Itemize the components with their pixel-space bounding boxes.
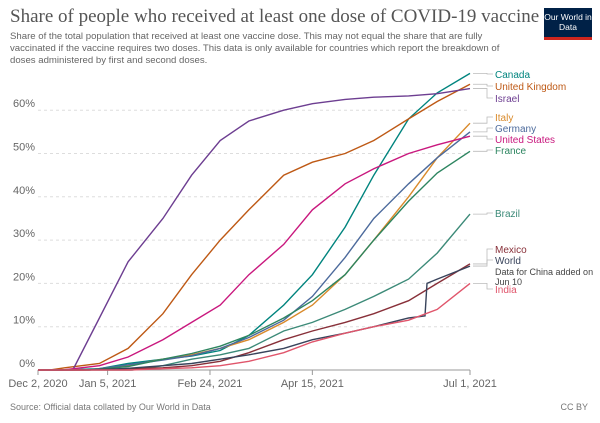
series-label-italy: Italy bbox=[495, 113, 513, 124]
label-connector bbox=[473, 248, 493, 265]
series-line-world bbox=[38, 265, 471, 371]
series-label-united-states: United States bbox=[495, 135, 555, 146]
y-tick-label: 20% bbox=[13, 271, 35, 283]
series-label-france: France bbox=[495, 146, 527, 157]
y-tick-label: 0% bbox=[19, 358, 35, 370]
series-line-india bbox=[38, 282, 471, 371]
series-label-israel: Israel bbox=[495, 94, 519, 105]
series-line-france bbox=[38, 150, 471, 371]
label-connector bbox=[473, 83, 493, 87]
license-label[interactable]: CC BY bbox=[560, 402, 588, 412]
x-tick-label: Dec 2, 2020 bbox=[8, 378, 67, 390]
series-line-germany bbox=[38, 131, 471, 371]
series-label-united-kingdom: United Kingdom bbox=[495, 82, 566, 93]
label-connector bbox=[473, 88, 493, 99]
series-label-mexico: Mexico bbox=[495, 245, 527, 256]
annotation-line1: Data for China added on bbox=[495, 267, 593, 277]
series-line-united-states bbox=[38, 135, 471, 371]
label-connector bbox=[473, 212, 493, 215]
chart-subtitle: Share of the total population that recei… bbox=[10, 31, 500, 66]
label-connector bbox=[473, 127, 493, 133]
series-label-world: World bbox=[495, 256, 521, 267]
series-label-india: India bbox=[495, 285, 517, 296]
series-label-germany: Germany bbox=[495, 124, 536, 135]
owid-logo[interactable]: Our World in Data bbox=[544, 8, 592, 40]
label-connector bbox=[473, 149, 493, 152]
chart-title: Share of people who received at least on… bbox=[10, 6, 540, 27]
x-tick-label: Apr 15, 2021 bbox=[281, 378, 344, 390]
label-connector bbox=[473, 135, 493, 140]
series-label-canada: Canada bbox=[495, 70, 530, 81]
series-line-israel bbox=[38, 87, 471, 371]
label-connector bbox=[473, 72, 493, 75]
y-tick-label: 30% bbox=[13, 228, 35, 240]
series-line-united-kingdom bbox=[38, 83, 471, 371]
series-label-brazil: Brazil bbox=[495, 209, 520, 220]
y-tick-label: 10% bbox=[13, 315, 35, 327]
label-connector bbox=[473, 283, 493, 290]
series-line-brazil bbox=[38, 213, 471, 371]
label-connector bbox=[473, 116, 493, 124]
x-tick-label: Jul 1, 2021 bbox=[443, 378, 497, 390]
series-line-canada bbox=[38, 72, 471, 371]
y-tick-label: 40% bbox=[13, 185, 35, 197]
y-tick-label: 60% bbox=[13, 98, 35, 110]
label-connector bbox=[473, 259, 493, 267]
x-tick-label: Feb 24, 2021 bbox=[178, 378, 243, 390]
annotation-line2: Jun 10 bbox=[495, 277, 522, 287]
x-tick-label: Jan 5, 2021 bbox=[79, 378, 137, 390]
source-note[interactable]: Source: Official data collated by Our Wo… bbox=[10, 402, 211, 412]
y-tick-label: 50% bbox=[13, 142, 35, 154]
